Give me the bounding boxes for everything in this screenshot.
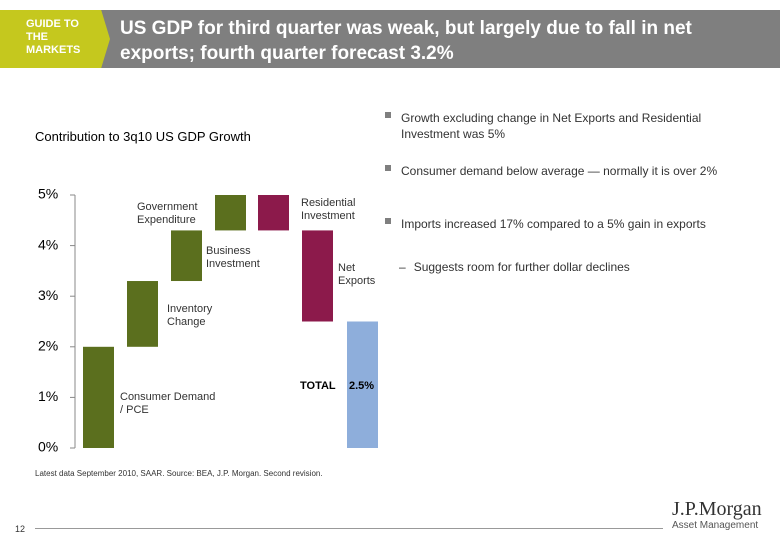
bar [347,321,378,448]
category-label: Residential Investment [301,197,356,222]
y-tick-label: 5% [38,186,58,202]
bar [215,195,246,231]
value-label: 2.5% [349,380,375,392]
bullet-text: Growth excluding change in Net Exports a… [401,111,702,141]
bar [171,230,202,282]
category-label: Consumer Demand / PCE [120,391,216,416]
source: Latest data September 2010, SAAR. Source… [35,469,323,478]
footer-line [35,528,663,529]
bar [127,281,158,347]
chart-title: Contribution to 3q10 US GDP Growth [35,129,251,144]
page-number: 12 [15,524,26,534]
category-label: Net Exports [338,262,376,287]
y-tick-label: 4% [38,236,58,252]
guide-text: GUIDE TO THE MARKETS [26,18,81,56]
sub-bullet-text: Suggests room for further dollar decline… [413,260,630,274]
y-tick-label: 1% [38,388,58,404]
y-tick-label: 3% [38,287,58,303]
bar [83,346,114,448]
category-label: Inventory Change [167,303,213,328]
logo-division: Asset Management [672,520,759,531]
guide-tag: GUIDE TO THE MARKETS [0,10,110,68]
category-label: TOTAL [300,380,336,392]
header-bar [0,10,780,68]
logo: J.P.Morgan [672,498,762,520]
slide-title: US GDP for third quarter was weak, but l… [120,18,692,64]
category-label: Business Investment [206,245,260,270]
sub-bullet: – Suggests room for further dollar declin… [399,260,630,274]
category-label: Government Expenditure [137,201,198,226]
bullet-text: Consumer demand below average — normally… [401,164,718,178]
y-tick-label: 2% [38,338,58,354]
bar [258,195,289,231]
y-tick-label: 0% [38,439,58,455]
bullet-text: Imports increased 17% compared to a 5% g… [401,217,706,231]
bar [302,230,333,322]
